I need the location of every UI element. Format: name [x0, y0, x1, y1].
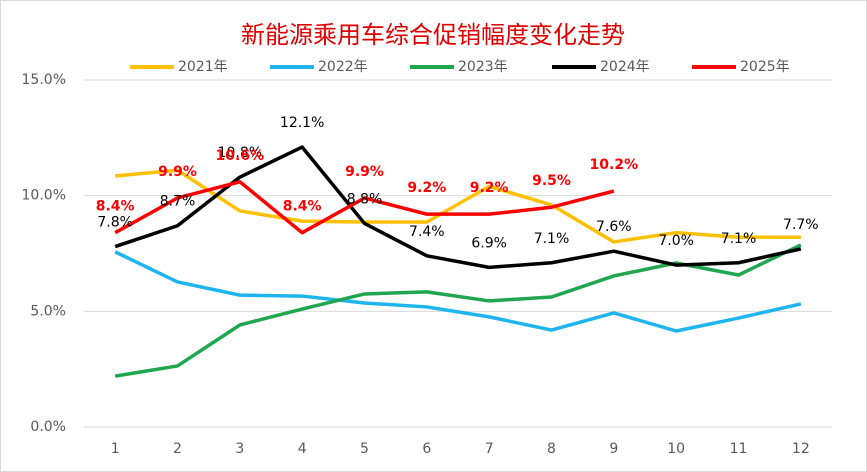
- data-label: 10.6%: [216, 148, 265, 164]
- x-tick-label: 9: [609, 441, 618, 457]
- x-tick-label: 7: [485, 441, 494, 457]
- data-label: 6.9%: [471, 235, 507, 251]
- y-tick-label: 10.0%: [22, 188, 66, 204]
- x-tick-label: 8: [547, 441, 556, 457]
- x-tick-label: 2: [173, 441, 182, 457]
- data-label: 7.0%: [658, 233, 694, 249]
- data-label: 10.2%: [590, 157, 639, 173]
- y-tick-label: 0.0%: [30, 419, 66, 435]
- data-label: 10.8%: [218, 145, 262, 161]
- y-tick-label: 5.0%: [30, 303, 66, 319]
- data-label: 9.9%: [158, 164, 197, 180]
- legend-label: 2021年: [178, 59, 228, 75]
- x-tick-label: 5: [360, 441, 369, 457]
- x-tick-label: 11: [730, 441, 748, 457]
- data-label: 7.1%: [721, 231, 757, 247]
- series-line: [114, 250, 802, 333]
- data-label: 9.9%: [345, 164, 384, 180]
- data-label: 8.8%: [347, 191, 383, 207]
- data-label: 9.5%: [532, 173, 571, 189]
- data-label: 8.7%: [160, 194, 196, 210]
- data-label: 7.1%: [534, 231, 570, 247]
- data-label: 7.6%: [596, 219, 632, 235]
- x-tick-label: 10: [667, 441, 685, 457]
- series-line: [114, 180, 615, 235]
- data-label: 8.4%: [283, 199, 322, 215]
- x-tick-label: 4: [298, 441, 307, 457]
- legend-label: 2022年: [318, 59, 368, 75]
- y-tick-label: 15.0%: [22, 72, 66, 88]
- legend-label: 2024年: [600, 59, 650, 75]
- series-line: [115, 168, 801, 244]
- data-label: 7.7%: [783, 217, 819, 233]
- data-label: 7.8%: [97, 215, 133, 231]
- data-label: 12.1%: [280, 115, 324, 131]
- x-tick-label: 6: [422, 441, 431, 457]
- chart-title: 新能源乘用车综合促销幅度变化走势: [241, 21, 625, 49]
- x-tick-label: 3: [235, 441, 244, 457]
- legend-label: 2025年: [740, 59, 790, 75]
- legend-label: 2023年: [458, 59, 508, 75]
- x-tick-label: 12: [792, 441, 810, 457]
- data-label: 7.4%: [409, 224, 445, 240]
- x-tick-label: 1: [111, 441, 120, 457]
- data-label: 8.4%: [96, 199, 135, 215]
- data-label: 9.2%: [407, 180, 446, 196]
- data-label: 9.2%: [470, 180, 509, 196]
